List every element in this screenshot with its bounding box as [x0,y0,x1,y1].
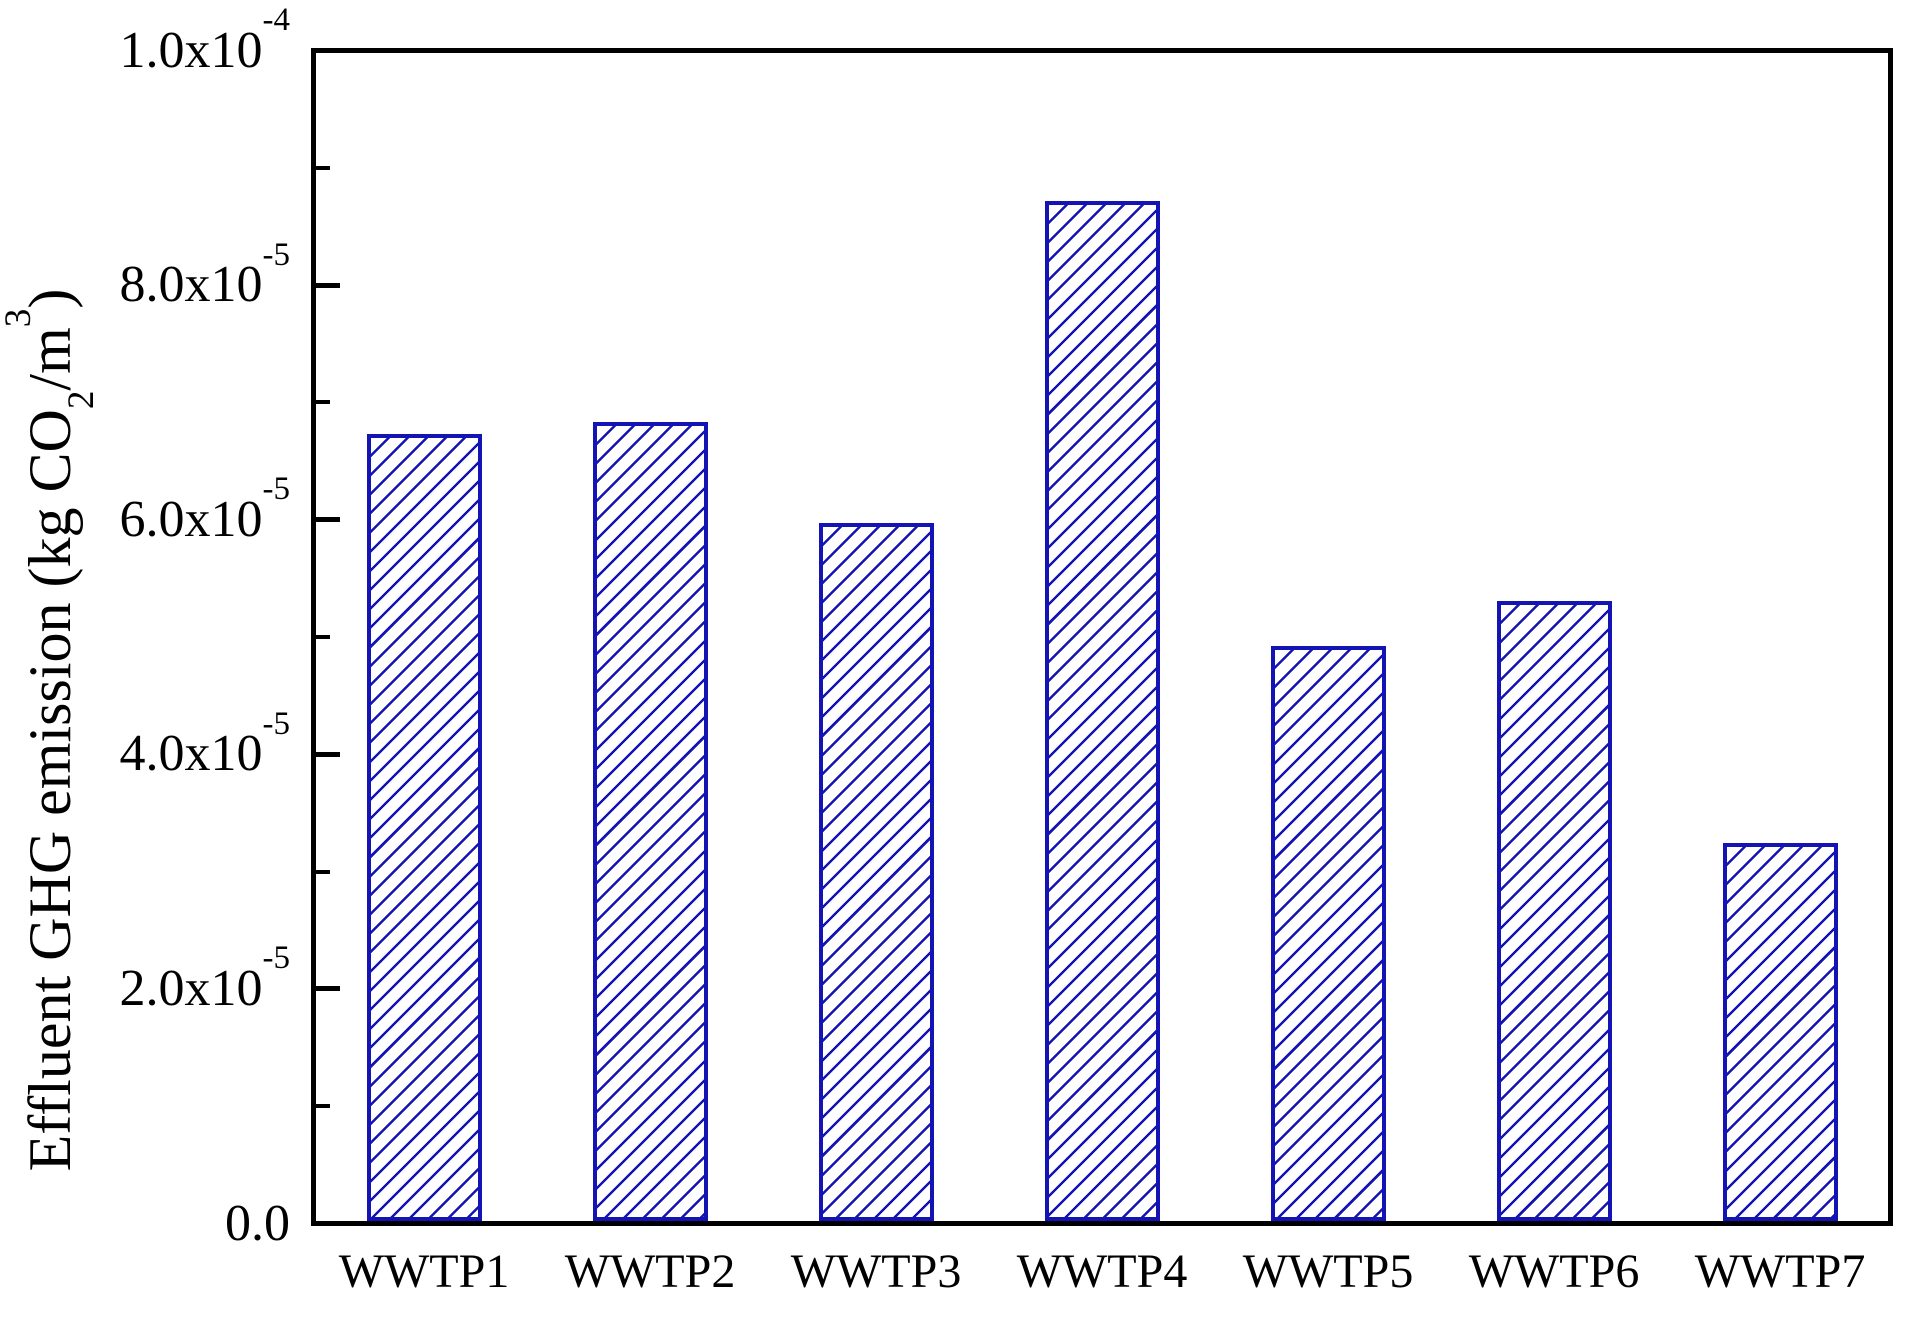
bar-wwtp2 [592,422,708,1221]
x-category-label: WWTP3 [790,1245,962,1298]
y-major-tick [316,986,340,992]
x-category-label: WWTP6 [1468,1245,1640,1298]
y-tick-label: 6.0x10-5 [119,471,291,548]
x-category-label: WWTP7 [1694,1245,1866,1298]
y-tick-exponent: -5 [262,940,291,977]
bar-wwtp7 [1722,843,1838,1221]
y-major-tick [316,517,340,523]
x-category-label: WWTP5 [1242,1245,1414,1298]
y-tick-label: 2.0x10-5 [119,940,291,1017]
bar-wwtp4 [1044,200,1160,1221]
y-tick-exponent: -4 [262,2,291,39]
bar-wwtp5 [1270,646,1386,1221]
y-tick-label: 0.0 [225,1194,290,1252]
y-major-tick [316,282,340,288]
y-tick-label: 8.0x10-5 [119,236,291,314]
x-category-label: WWTP1 [338,1245,510,1298]
bar-wwtp1 [366,434,482,1221]
y-axis-title-subscript: 2 [61,390,103,410]
y-tick-exponent: -5 [262,471,291,508]
y-minor-tick [316,635,330,639]
y-minor-tick [316,165,330,170]
y-axis-title-text-2: /m [17,327,83,391]
y-tick-label: 4.0x10-5 [119,705,291,783]
bar-wwtp3 [818,523,934,1221]
y-minor-tick [316,400,330,405]
y-major-tick [316,751,340,757]
y-minor-tick [316,869,330,874]
y-tick-label: 1.0x10-4 [119,2,291,79]
x-category-label: WWTP4 [1016,1245,1188,1298]
bar-wwtp6 [1496,600,1612,1221]
y-minor-tick [316,1104,330,1109]
x-category-label: WWTP2 [564,1245,736,1298]
y-tick-exponent: -5 [262,705,291,742]
y-tick-exponent: -5 [262,236,291,273]
